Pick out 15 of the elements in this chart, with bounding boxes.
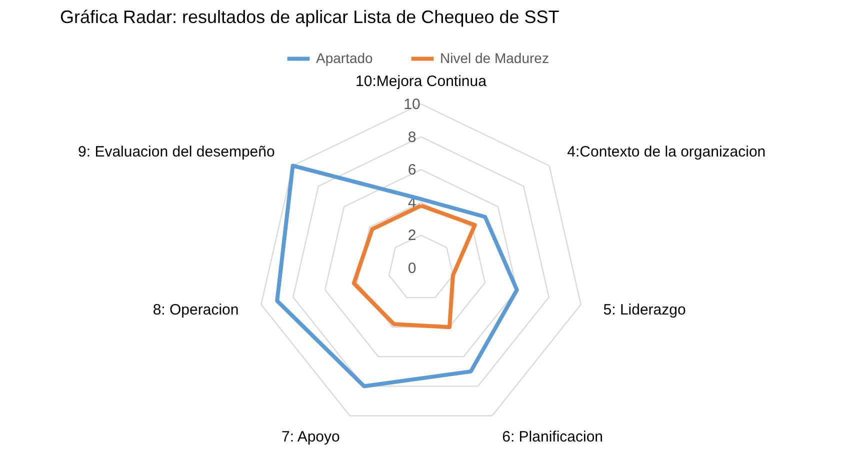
spoke-label: 9: Evaluacion del desempeño	[78, 143, 275, 160]
y-tick-label: 2	[408, 227, 416, 244]
spoke-label: 6: Planificacion	[502, 428, 604, 446]
chart-title: Gráfica Radar: resultados de aplicar Lista de Chequeo de SST	[60, 7, 560, 27]
spoke-label: 8: Operacion	[152, 302, 239, 319]
spoke-label: 7: Apoyo	[281, 428, 340, 446]
spoke-label: 10:Mejora Continua	[356, 73, 488, 90]
legend-label: Apartado	[316, 50, 374, 66]
y-tick-label: 0	[408, 260, 416, 277]
y-tick-label: 6	[408, 162, 416, 179]
legend-label: Nivel de Madurez	[440, 50, 549, 66]
y-tick-label: 8	[408, 128, 416, 146]
y-tick-label: 10	[404, 96, 420, 113]
spoke-label: 4:Contexto de la organizacion	[567, 143, 766, 160]
spoke-label: 5: Liderazgo	[603, 302, 686, 319]
